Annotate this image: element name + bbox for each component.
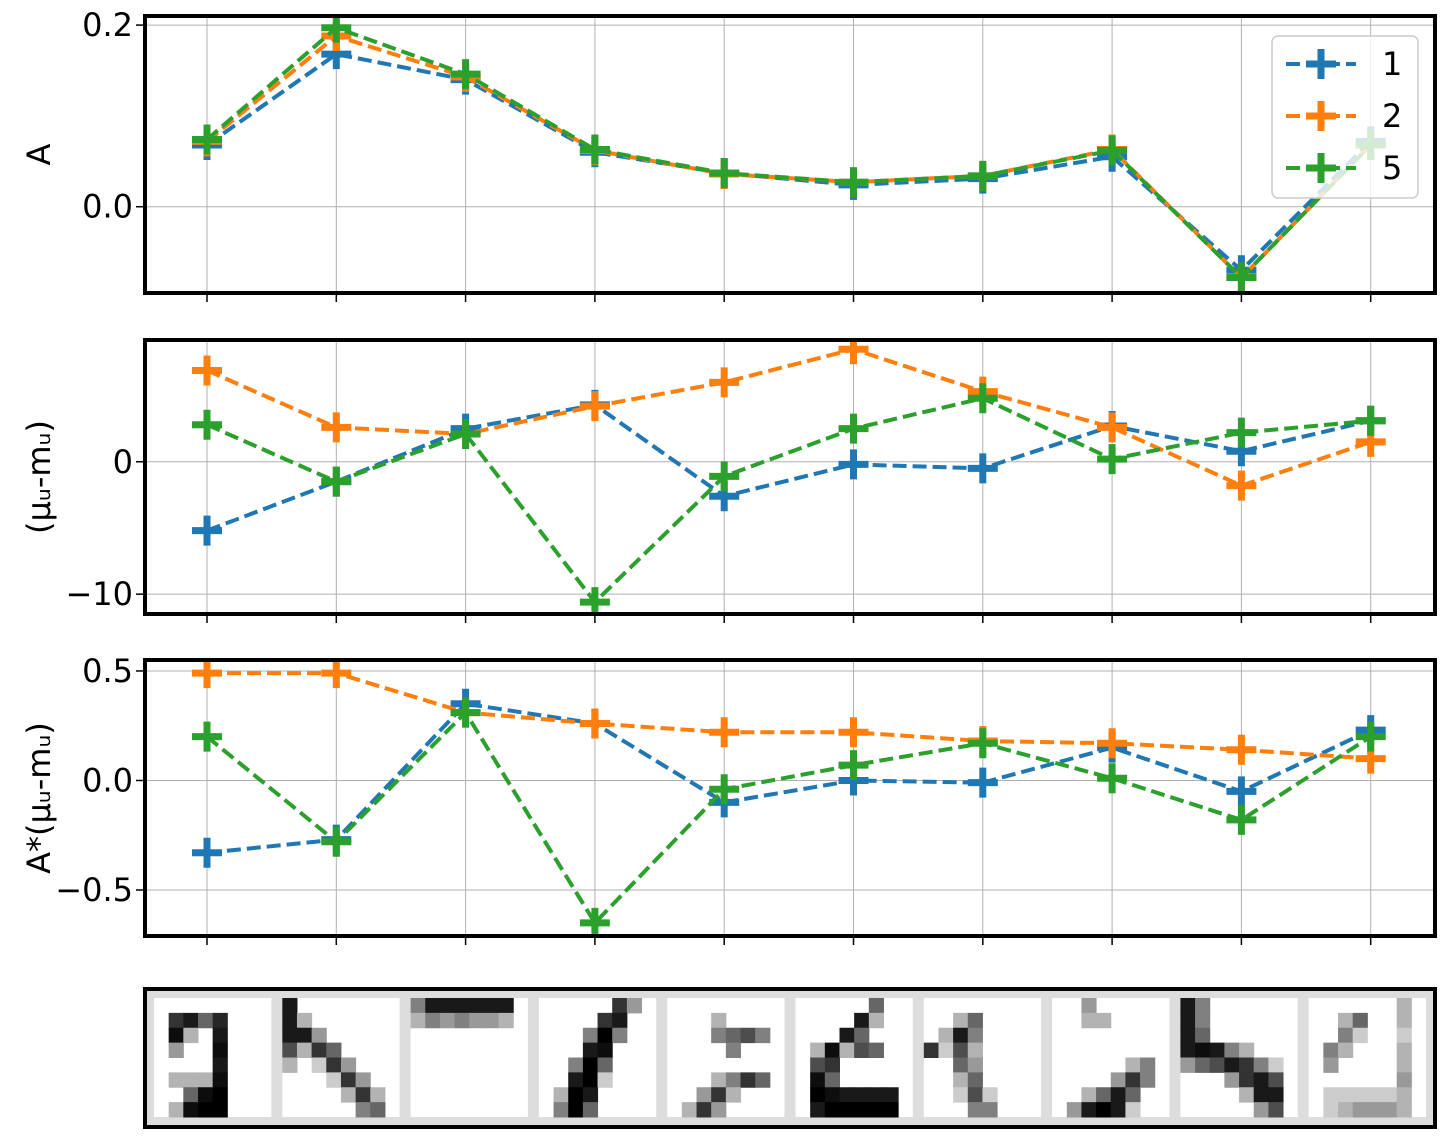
data-point-series-5 <box>1097 444 1128 475</box>
y-axis-label: (μᵤ-mᵤ) <box>20 420 58 534</box>
data-point-series-2 <box>321 412 352 443</box>
data-point-series-2 <box>709 367 740 398</box>
image-patch <box>923 998 1042 1118</box>
series-line-5 <box>206 396 1371 606</box>
image-patch <box>1180 998 1298 1118</box>
series-line-2 <box>205 33 1373 281</box>
data-point-series-5 <box>450 418 481 449</box>
legend-marker-5 <box>1306 153 1336 183</box>
data-point-series-5 <box>579 134 610 165</box>
image-patch <box>1308 998 1426 1118</box>
y-axis-label: A <box>20 143 58 165</box>
data-point-series-5 <box>1226 804 1257 835</box>
data-point-series-2 <box>1226 734 1257 765</box>
data-point-series-2 <box>321 660 352 689</box>
data-point-series-5 <box>1097 135 1128 166</box>
data-point-series-5 <box>450 697 481 728</box>
panel-a-times-mu-minus-m: −0.5 0.0 0.5 A*(μᵤ-mᵤ) <box>20 652 1437 945</box>
data-point-series-2 <box>1226 470 1257 501</box>
data-point-series-5 <box>838 750 869 781</box>
series-line-5 <box>205 25 1373 281</box>
legend-label-5: 5 <box>1382 149 1402 187</box>
series-line-2 <box>206 347 1372 488</box>
data-point-series-5 <box>838 413 869 444</box>
image-patch <box>282 998 400 1118</box>
y-tick-label: −10 <box>65 575 133 613</box>
y-tick-label: 0.5 <box>82 652 133 690</box>
data-point-series-2 <box>1097 412 1128 443</box>
data-point-series-2 <box>192 660 222 689</box>
data-point-series-2 <box>838 717 869 748</box>
data-point-series-5 <box>967 728 998 759</box>
image-patch <box>154 998 272 1118</box>
legend-label-2: 2 <box>1382 97 1402 135</box>
data-point-series-1 <box>967 453 998 484</box>
data-point-series-5 <box>838 167 869 198</box>
data-point-series-5 <box>1226 262 1257 293</box>
data-point-series-1 <box>192 837 222 868</box>
data-point-series-5 <box>192 124 222 155</box>
series-line-1 <box>206 701 1372 855</box>
legend: 1 2 5 <box>1271 35 1419 199</box>
y-tick-label: 0.0 <box>82 761 133 799</box>
data-point-series-2 <box>579 708 610 739</box>
y-axis-label: A*(μᵤ-mᵤ) <box>20 722 58 874</box>
data-point-series-5 <box>1097 763 1128 794</box>
y-tick-label: 0.0 <box>82 188 133 226</box>
data-point-series-5 <box>192 409 222 440</box>
data-point-series-5 <box>579 907 610 936</box>
data-point-series-1 <box>838 449 869 480</box>
data-point-series-5 <box>321 826 352 857</box>
legend-marker-1 <box>1306 49 1336 79</box>
y-tick-label: 0.2 <box>82 6 133 44</box>
series-line-1 <box>205 52 1373 274</box>
data-point-series-5 <box>1355 721 1386 752</box>
y-tick-label: −0.5 <box>55 871 133 909</box>
axes-frame <box>143 658 1437 938</box>
data-point-series-5 <box>967 383 998 414</box>
axes-frame <box>143 14 1437 295</box>
patch-strip-frame <box>143 987 1437 1129</box>
data-point-series-5 <box>709 461 740 492</box>
y-tick-label: 0 <box>113 443 133 481</box>
patch-strip <box>143 987 1437 1129</box>
panel-mu-minus-m: −10 0 (μᵤ-mᵤ) <box>20 338 1437 623</box>
series-line-1 <box>206 402 1372 533</box>
data-point-series-5 <box>1226 417 1257 448</box>
image-patch <box>667 998 785 1118</box>
axes-frame <box>143 338 1437 616</box>
data-point-series-5 <box>1355 405 1386 436</box>
data-point-series-2 <box>192 355 222 386</box>
series-line-2 <box>207 671 1371 761</box>
legend-label-1: 1 <box>1382 45 1402 83</box>
data-point-series-5 <box>321 466 352 497</box>
data-point-series-5 <box>709 774 740 805</box>
series-line-5 <box>205 709 1372 927</box>
data-point-series-5 <box>450 59 481 90</box>
data-point-series-2 <box>709 717 740 748</box>
data-point-series-5 <box>967 160 998 191</box>
data-point-series-1 <box>192 515 222 546</box>
legend-marker-2 <box>1306 101 1336 131</box>
data-point-series-1 <box>1226 776 1257 807</box>
image-patch <box>538 998 657 1118</box>
image-patch <box>795 998 913 1118</box>
image-patch <box>1052 998 1170 1118</box>
data-point-series-5 <box>192 721 222 752</box>
panel-a: 0.0 0.2 A 1 2 5 <box>20 6 1437 302</box>
image-patch <box>410 998 528 1117</box>
data-point-series-5 <box>709 158 740 189</box>
data-point-series-2 <box>1097 728 1128 759</box>
data-point-series-2 <box>579 391 610 422</box>
data-point-series-2 <box>838 340 869 365</box>
data-point-series-1 <box>967 767 998 798</box>
